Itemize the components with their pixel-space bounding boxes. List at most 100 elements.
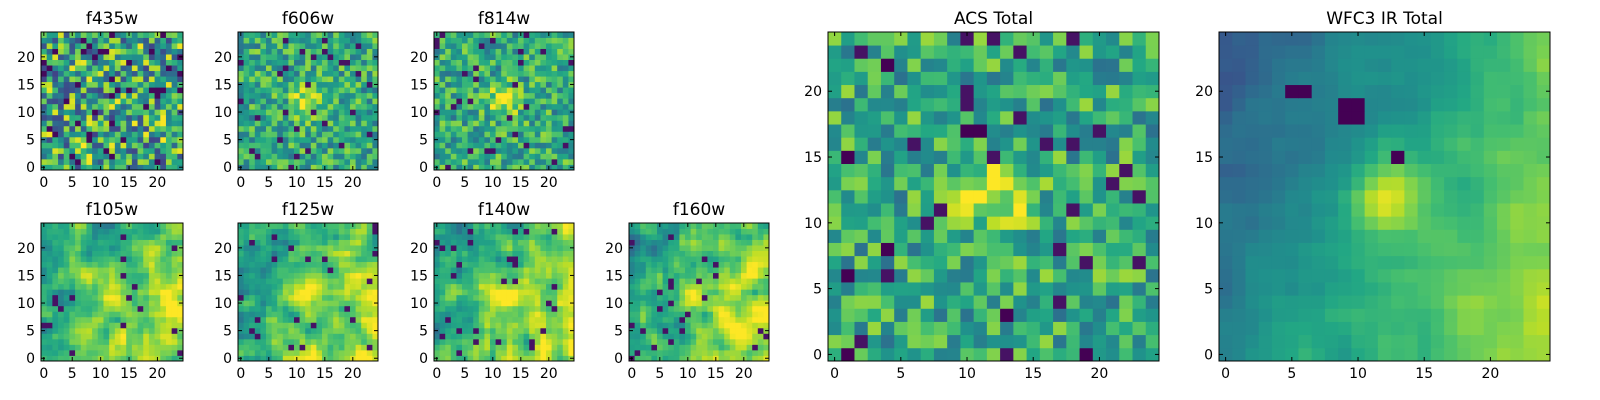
heatmap-cell bbox=[80, 92, 87, 99]
heatmap-cell bbox=[75, 311, 82, 318]
heatmap-cell bbox=[143, 245, 150, 251]
heatmap-cell bbox=[724, 327, 731, 334]
heatmap-cell bbox=[52, 289, 59, 296]
heatmap-cell bbox=[294, 76, 300, 83]
heatmap-cell bbox=[299, 305, 306, 312]
heatmap-cell bbox=[41, 250, 48, 257]
heatmap-cell bbox=[741, 294, 747, 301]
heatmap-cell bbox=[294, 344, 300, 351]
y-tick-label: 5 bbox=[614, 324, 623, 340]
heatmap-cell bbox=[58, 316, 65, 323]
heatmap-cell bbox=[439, 81, 446, 88]
heatmap-cell bbox=[266, 87, 272, 94]
heatmap-cell bbox=[322, 239, 328, 246]
heatmap-cell bbox=[120, 125, 127, 132]
heatmap-cell bbox=[562, 223, 569, 229]
heatmap-cell bbox=[103, 311, 110, 318]
heatmap-cell bbox=[260, 59, 267, 66]
heatmap-cell bbox=[640, 300, 647, 307]
heatmap-cell bbox=[1013, 189, 1027, 204]
heatmap-cell bbox=[718, 327, 725, 334]
heatmap-cell bbox=[338, 327, 345, 334]
heatmap-cell bbox=[327, 245, 334, 251]
heatmap-cell bbox=[557, 305, 564, 312]
heatmap-cell bbox=[131, 256, 138, 263]
heatmap-cell bbox=[724, 322, 731, 329]
x-tick-label: 10 bbox=[484, 366, 502, 382]
heatmap-cell bbox=[131, 164, 138, 171]
heatmap-cell bbox=[568, 289, 575, 296]
heatmap-cell bbox=[568, 125, 575, 132]
heatmap-cell bbox=[651, 355, 658, 362]
heatmap-cell bbox=[249, 37, 256, 44]
x-tick-label: 15 bbox=[120, 175, 138, 191]
heatmap-cell bbox=[456, 327, 463, 334]
heatmap-cell bbox=[534, 98, 541, 105]
heatmap-cell bbox=[344, 65, 351, 72]
heatmap-cell bbox=[529, 355, 536, 362]
heatmap-cell bbox=[294, 333, 300, 340]
heatmap-cell bbox=[294, 70, 300, 77]
heatmap-cell bbox=[165, 311, 173, 318]
heatmap-cell bbox=[456, 228, 463, 235]
heatmap-cell bbox=[350, 125, 356, 132]
heatmap-cell bbox=[729, 294, 736, 301]
x-tick-label: 20 bbox=[344, 175, 362, 191]
heatmap-cell bbox=[58, 338, 65, 345]
heatmap-cell bbox=[249, 223, 256, 229]
heatmap-cell bbox=[97, 278, 104, 285]
heatmap-cell bbox=[673, 267, 680, 274]
heatmap-cell bbox=[685, 300, 691, 307]
heatmap-cell bbox=[103, 300, 110, 307]
heatmap-cell bbox=[254, 234, 261, 240]
heatmap-cell bbox=[484, 267, 491, 274]
heatmap-cell bbox=[137, 239, 144, 246]
heatmap-cell bbox=[338, 158, 345, 165]
heatmap-cell bbox=[46, 37, 53, 44]
heatmap-cell bbox=[523, 131, 530, 138]
heatmap-cell bbox=[97, 344, 104, 351]
heatmap-cell bbox=[75, 256, 82, 263]
heatmap-cell bbox=[277, 344, 284, 351]
heatmap-cell bbox=[243, 114, 250, 121]
heatmap-cell bbox=[46, 228, 53, 235]
axes-frame bbox=[237, 31, 379, 171]
heatmap-cell bbox=[467, 153, 474, 160]
heatmap-cell bbox=[46, 92, 53, 99]
heatmap-cell bbox=[97, 289, 104, 296]
heatmap-cell bbox=[288, 136, 295, 143]
heatmap-cell bbox=[46, 32, 53, 38]
heatmap-cell bbox=[277, 48, 284, 55]
heatmap-cell bbox=[114, 59, 121, 66]
heatmap-cell bbox=[63, 245, 70, 251]
heatmap-cell bbox=[92, 98, 99, 105]
heatmap-cell bbox=[80, 37, 87, 44]
heatmap-cell bbox=[540, 43, 547, 49]
heatmap-cell bbox=[551, 120, 558, 127]
heatmap-cell bbox=[501, 322, 508, 329]
heatmap-cell bbox=[344, 239, 351, 246]
heatmap-cell bbox=[86, 114, 93, 121]
heatmap-cell bbox=[551, 234, 558, 240]
heatmap-cell bbox=[160, 239, 167, 246]
heatmap-cell bbox=[568, 256, 575, 263]
heatmap-cell bbox=[960, 295, 975, 309]
heatmap-cell bbox=[640, 322, 647, 329]
heatmap-cell bbox=[333, 267, 340, 274]
heatmap-cell bbox=[63, 114, 70, 121]
heatmap-cell bbox=[434, 153, 440, 160]
heatmap-cell bbox=[973, 189, 988, 204]
heatmap-cell bbox=[506, 70, 513, 77]
heatmap-cell bbox=[713, 322, 719, 329]
heatmap-cell bbox=[171, 142, 178, 149]
heatmap-cell bbox=[103, 272, 110, 279]
heatmap-cell bbox=[260, 120, 267, 127]
heatmap-cell bbox=[126, 283, 133, 290]
heatmap-cell bbox=[718, 349, 725, 356]
heatmap-cell bbox=[1119, 176, 1133, 191]
heatmap-cell bbox=[350, 311, 356, 318]
heatmap-cell bbox=[75, 333, 82, 340]
heatmap-cell bbox=[177, 333, 184, 340]
heatmap-cell bbox=[355, 54, 362, 60]
heatmap-cell bbox=[131, 322, 138, 329]
